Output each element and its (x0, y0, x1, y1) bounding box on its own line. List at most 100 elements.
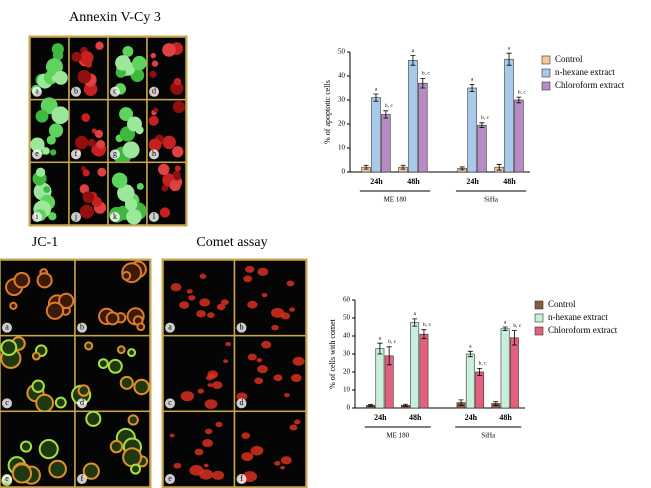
cell (136, 322, 146, 332)
cell (85, 61, 93, 68)
legend-swatch (534, 313, 544, 323)
bar (509, 337, 519, 409)
panel-badge (2, 398, 12, 409)
cell (257, 267, 269, 276)
error-bar (467, 350, 473, 358)
cell (94, 129, 104, 139)
panel-letter: f (240, 474, 243, 483)
cell (0, 339, 18, 357)
cell (130, 463, 141, 475)
bar (504, 58, 514, 173)
micrograph (162, 259, 236, 337)
cell (122, 447, 143, 468)
panel-badge (32, 149, 42, 160)
panel-badge (77, 398, 87, 409)
y-tick-label: 60 (343, 296, 351, 304)
panel-badge (77, 322, 87, 333)
cell (207, 312, 215, 318)
error-bar (377, 342, 383, 355)
cell (203, 463, 209, 468)
bar (371, 97, 381, 173)
cell (170, 81, 184, 95)
panel-letter: c (5, 398, 9, 407)
legend-swatch (534, 326, 544, 336)
cell (35, 109, 49, 123)
y-axis-label: % of cells with comet (328, 318, 337, 389)
legend-swatch (541, 81, 551, 91)
panel-letter: b (74, 86, 78, 95)
cell (162, 43, 176, 57)
panel-letter: a (168, 322, 172, 331)
panel-letter: d (152, 86, 156, 95)
error-bar (410, 55, 416, 66)
panel-badge (165, 474, 175, 484)
y-tick-label: 20 (343, 368, 351, 376)
cell (199, 273, 207, 279)
cell (107, 358, 123, 374)
cell (180, 391, 195, 402)
legend-label: Chloroform extract (555, 80, 625, 90)
error-bar (412, 318, 418, 327)
cell (151, 60, 159, 67)
panel-letter: h (152, 149, 156, 158)
legend-label: Chloroform extract (548, 325, 618, 335)
error-bar (496, 163, 502, 171)
cell (289, 424, 298, 431)
cell (243, 275, 253, 283)
legend-label: Control (548, 299, 576, 309)
x-tick-label: 24h (370, 177, 383, 186)
panel-letter: e (5, 474, 9, 483)
legend-swatch (541, 55, 551, 65)
error-bar (502, 326, 508, 331)
cell (119, 107, 134, 122)
cell (174, 165, 181, 172)
cell (71, 51, 82, 62)
x-tick-label: 48h (409, 413, 422, 422)
cell (172, 146, 184, 158)
cell (261, 340, 272, 349)
cell (189, 465, 204, 476)
cell (124, 198, 138, 211)
cell (225, 341, 232, 347)
bar (500, 328, 510, 409)
y-tick-label: 10 (338, 144, 346, 152)
panel-letter: l (153, 212, 156, 221)
cell (54, 396, 67, 409)
y-tick-label: 30 (338, 96, 346, 104)
cell (85, 410, 102, 427)
panel-badge (32, 86, 42, 97)
panel-badge (110, 149, 120, 160)
bar (514, 99, 524, 173)
y-axis-label: % of apoptotic cells (323, 80, 332, 144)
cell (126, 116, 142, 132)
error-bar (420, 78, 426, 89)
cell (42, 147, 50, 155)
significance-label: a (413, 311, 416, 317)
cell (162, 135, 176, 150)
cell (119, 375, 134, 390)
panel-letter: a (35, 86, 39, 95)
cell (36, 272, 53, 289)
y-tick-label: 30 (343, 350, 351, 358)
error-bar (458, 399, 464, 406)
cell (132, 55, 147, 71)
error-bar (363, 164, 369, 170)
cell (241, 452, 254, 462)
cell (117, 184, 135, 202)
cell (172, 100, 185, 114)
significance-label: a (504, 319, 507, 325)
significance-label: b, c (479, 361, 488, 367)
cell (290, 373, 302, 383)
cell (179, 301, 190, 309)
cell (292, 356, 305, 366)
cell (97, 358, 109, 370)
cell (261, 292, 268, 298)
group-label: ME 180 (384, 196, 407, 204)
panel-badge (236, 474, 247, 484)
error-bar (459, 166, 465, 171)
legend-label: Control (555, 54, 583, 64)
cell (274, 460, 281, 466)
error-bar (493, 401, 499, 406)
cell (212, 381, 223, 390)
